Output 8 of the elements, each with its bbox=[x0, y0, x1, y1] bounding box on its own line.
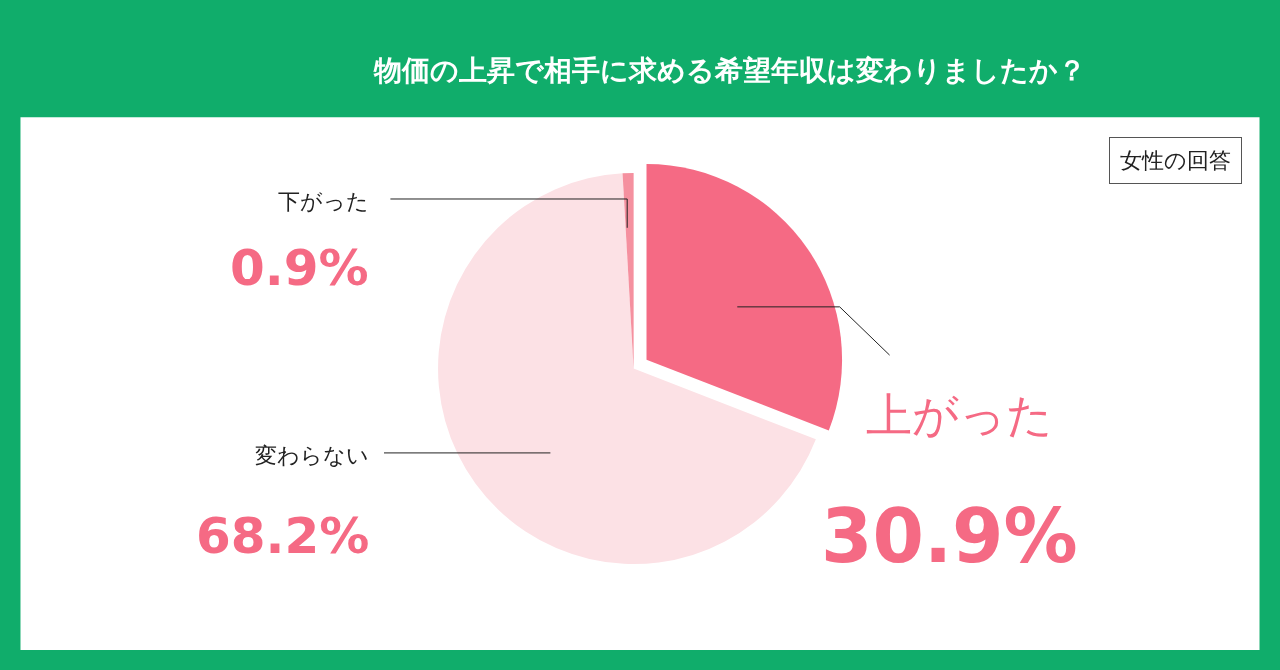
text: 女性の回答 bbox=[1120, 148, 1231, 173]
slice-label: 上がった bbox=[866, 388, 1053, 442]
slice-label: 下がった bbox=[278, 189, 369, 214]
chart-title: 物価の上昇で相手に求める希望年収は変わりましたか？ bbox=[372, 54, 1086, 88]
data-label: 68.2% bbox=[196, 507, 370, 565]
slice-label: 変わらない bbox=[255, 443, 369, 468]
data-label: 30.9% bbox=[821, 493, 1078, 579]
data-label: 0.9% bbox=[230, 239, 369, 297]
